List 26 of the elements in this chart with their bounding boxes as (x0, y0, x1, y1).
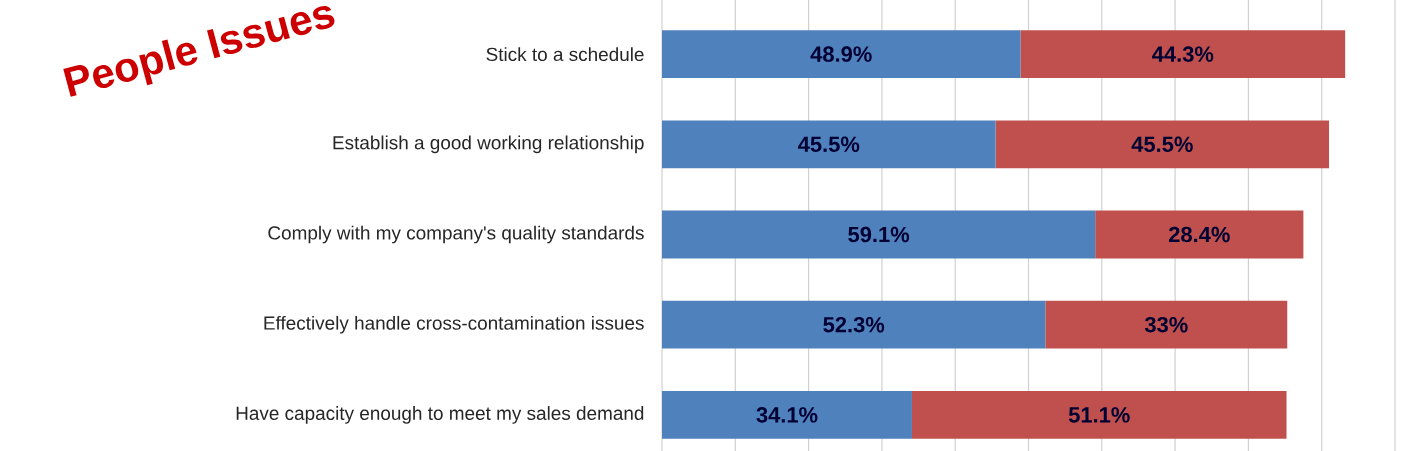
bar (662, 30, 1021, 79)
y-tick-label: Have capacity enough to meet my sales demand (236, 406, 644, 424)
y-tick-label: Comply with my company's quality standards (268, 225, 644, 244)
text: People Issues (63, 6, 335, 97)
bar (1045, 300, 1288, 349)
bar (995, 120, 1330, 169)
bar (911, 391, 1287, 439)
bar (1020, 30, 1346, 79)
data-label: 45.5% (798, 136, 860, 153)
y-tick-label: Effectively handle cross-contamination issues (264, 315, 644, 334)
y-tick-label: Stick to a schedule (486, 47, 644, 62)
data-label: 33% (1144, 316, 1188, 333)
data-label: 28.4% (1169, 226, 1230, 243)
data-label: 48.9% (810, 46, 872, 62)
data-label: 45.5% (1131, 136, 1193, 153)
bar (662, 120, 996, 169)
y-tick-label: Establish a good working relationship (333, 135, 644, 154)
bar (662, 300, 1046, 349)
bar (662, 210, 1096, 259)
bar (662, 391, 912, 439)
bar (1095, 210, 1304, 259)
data-label: 59.1% (848, 226, 910, 243)
data-label: 51.1% (1068, 407, 1130, 423)
data-label: 34.1% (756, 407, 818, 423)
data-label: 52.3% (823, 316, 885, 333)
data-label: 44.3% (1152, 46, 1214, 62)
